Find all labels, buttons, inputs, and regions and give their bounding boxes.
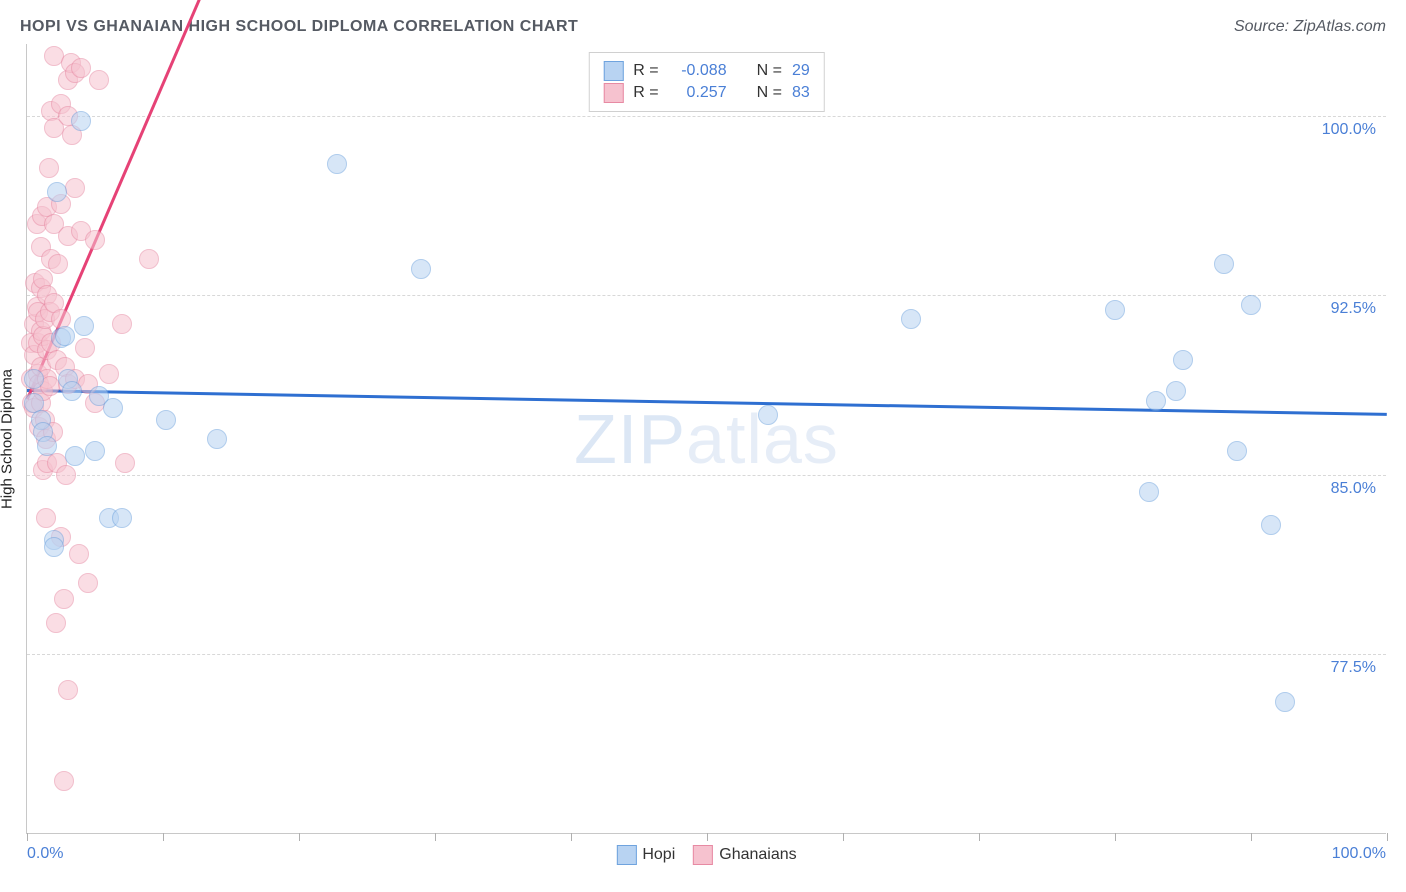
header: HOPI VS GHANAIAN HIGH SCHOOL DIPLOMA COR… — [20, 18, 1386, 36]
data-point — [47, 182, 67, 202]
y-grid-label: 92.5% — [1331, 300, 1376, 318]
gridline — [27, 654, 1386, 655]
n-label: N = — [757, 84, 782, 102]
data-point — [85, 230, 105, 250]
data-point — [24, 369, 44, 389]
data-point — [1139, 482, 1159, 502]
data-point — [75, 338, 95, 358]
n-value: 83 — [792, 84, 810, 102]
chart-container: HOPI VS GHANAIAN HIGH SCHOOL DIPLOMA COR… — [0, 0, 1406, 892]
data-point — [1166, 381, 1186, 401]
x-tick — [1115, 833, 1116, 841]
x-tick — [1387, 833, 1388, 841]
r-label: R = — [633, 62, 658, 80]
data-point — [39, 158, 59, 178]
data-point — [74, 316, 94, 336]
data-point — [78, 573, 98, 593]
y-grid-label: 77.5% — [1331, 659, 1376, 677]
data-point — [103, 398, 123, 418]
x-tick — [27, 833, 28, 841]
y-axis-label: High School Diploma — [0, 368, 16, 508]
x-axis-max-label: 100.0% — [1332, 845, 1386, 863]
data-point — [115, 453, 135, 473]
r-value: 0.257 — [669, 84, 727, 102]
gridline — [27, 116, 1386, 117]
legend-label: Hopi — [642, 846, 675, 864]
legend-swatch — [603, 61, 623, 81]
gridline — [27, 295, 1386, 296]
data-point — [54, 589, 74, 609]
data-point — [1146, 391, 1166, 411]
legend-row: R = -0.088 N = 29 — [603, 61, 809, 81]
legend-item: Hopi — [616, 845, 675, 865]
data-point — [69, 544, 89, 564]
gridline — [27, 475, 1386, 476]
data-point — [139, 249, 159, 269]
data-point — [71, 58, 91, 78]
x-tick — [1251, 833, 1252, 841]
data-point — [89, 70, 109, 90]
y-grid-label: 85.0% — [1331, 480, 1376, 498]
plot-area: High School Diploma ZIPatlas 77.5%85.0%9… — [26, 44, 1386, 834]
data-point — [1227, 441, 1247, 461]
data-point — [112, 508, 132, 528]
legend-swatch — [693, 845, 713, 865]
source-label: Source: ZipAtlas.com — [1234, 18, 1386, 36]
x-tick — [299, 833, 300, 841]
x-tick — [843, 833, 844, 841]
x-tick — [435, 833, 436, 841]
data-point — [1275, 692, 1295, 712]
x-tick — [163, 833, 164, 841]
n-label: N = — [757, 62, 782, 80]
data-point — [48, 254, 68, 274]
legend-item: Ghanaians — [693, 845, 796, 865]
data-point — [65, 446, 85, 466]
legend-swatch — [603, 83, 623, 103]
data-point — [327, 154, 347, 174]
data-point — [156, 410, 176, 430]
data-point — [1105, 300, 1125, 320]
data-point — [65, 178, 85, 198]
data-point — [1214, 254, 1234, 274]
data-point — [1261, 515, 1281, 535]
data-point — [44, 537, 64, 557]
data-point — [56, 465, 76, 485]
data-point — [58, 680, 78, 700]
r-label: R = — [633, 84, 658, 102]
n-value: 29 — [792, 62, 810, 80]
chart-title: HOPI VS GHANAIAN HIGH SCHOOL DIPLOMA COR… — [20, 18, 578, 36]
y-grid-label: 100.0% — [1322, 121, 1376, 139]
data-point — [99, 364, 119, 384]
data-point — [901, 309, 921, 329]
data-point — [411, 259, 431, 279]
x-tick — [979, 833, 980, 841]
data-point — [85, 441, 105, 461]
data-point — [71, 111, 91, 131]
data-point — [1173, 350, 1193, 370]
data-point — [207, 429, 227, 449]
data-point — [62, 381, 82, 401]
data-point — [46, 613, 66, 633]
legend-label: Ghanaians — [719, 846, 796, 864]
correlation-legend: R = -0.088 N = 29 R = 0.257 N = 83 — [588, 52, 824, 112]
x-tick — [571, 833, 572, 841]
r-value: -0.088 — [669, 62, 727, 80]
legend-row: R = 0.257 N = 83 — [603, 83, 809, 103]
x-axis-min-label: 0.0% — [27, 845, 63, 863]
data-point — [758, 405, 778, 425]
data-point — [1241, 295, 1261, 315]
legend-swatch — [616, 845, 636, 865]
data-point — [36, 508, 56, 528]
series-legend: Hopi Ghanaians — [616, 845, 796, 865]
data-point — [37, 436, 57, 456]
data-point — [54, 771, 74, 791]
data-point — [112, 314, 132, 334]
x-tick — [707, 833, 708, 841]
data-point — [55, 326, 75, 346]
